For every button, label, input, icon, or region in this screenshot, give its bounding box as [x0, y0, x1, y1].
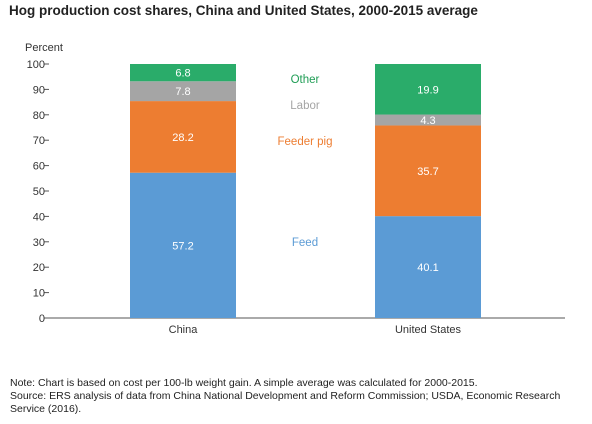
y-tick-label: 80	[33, 110, 45, 122]
bar-segment-feed	[130, 172, 236, 318]
x-tick-label: China	[169, 324, 199, 336]
bars: 57.2 28.2 7.8 6.8 40.1 35.7 4.3 19.9	[130, 64, 481, 318]
source-line-2: Service (2016).	[10, 403, 82, 415]
y-tick-label: 60	[33, 161, 45, 173]
axes: 0 10 20 30 40 50 60 70 80 90 100	[27, 59, 565, 325]
data-label: 40.1	[417, 262, 438, 274]
data-label: 57.2	[172, 240, 193, 252]
legend-entry-feed: Feed	[292, 237, 318, 249]
data-label: 28.2	[172, 132, 193, 144]
legend: Feed Feeder pig Labor Other	[278, 74, 333, 249]
bar-segment-labor	[130, 81, 236, 102]
bar-segment-feed	[375, 216, 481, 318]
chart-title: Hog production cost shares, China and Un…	[9, 3, 478, 18]
y-tick-label: 10	[33, 288, 45, 300]
legend-entry-labor: Labor	[290, 100, 320, 112]
data-label: 6.8	[175, 68, 190, 80]
bar-segment-feeder-pig	[375, 125, 481, 217]
data-label: 4.3	[420, 115, 435, 127]
y-tick-label: 0	[39, 313, 45, 325]
y-tick-label: 100	[27, 59, 45, 71]
category-labels: China United States	[169, 324, 462, 336]
bar-segment-labor	[375, 114, 481, 126]
y-axis-label: Percent	[25, 42, 63, 54]
bar-segment-feeder-pig	[130, 101, 236, 173]
source-line-1: Source: ERS analysis of data from China …	[10, 390, 561, 402]
y-tick-label: 90	[33, 84, 45, 96]
data-label: 35.7	[417, 166, 438, 178]
y-tick-label: 20	[33, 262, 45, 274]
x-tick-label: United States	[395, 324, 462, 336]
y-tick-label: 40	[33, 211, 45, 223]
legend-entry-feeder-pig: Feeder pig	[278, 136, 333, 148]
legend-entry-other: Other	[291, 74, 320, 86]
note-line-1: Note: Chart is based on cost per 100-lb …	[10, 377, 478, 389]
data-label: 19.9	[417, 84, 438, 96]
y-tick-label: 50	[33, 186, 45, 198]
bar-segment-other	[130, 64, 236, 82]
y-tick-label: 70	[33, 135, 45, 147]
y-tick-label: 30	[33, 237, 45, 249]
bar-segment-other	[375, 64, 481, 115]
data-label: 7.8	[175, 86, 190, 98]
